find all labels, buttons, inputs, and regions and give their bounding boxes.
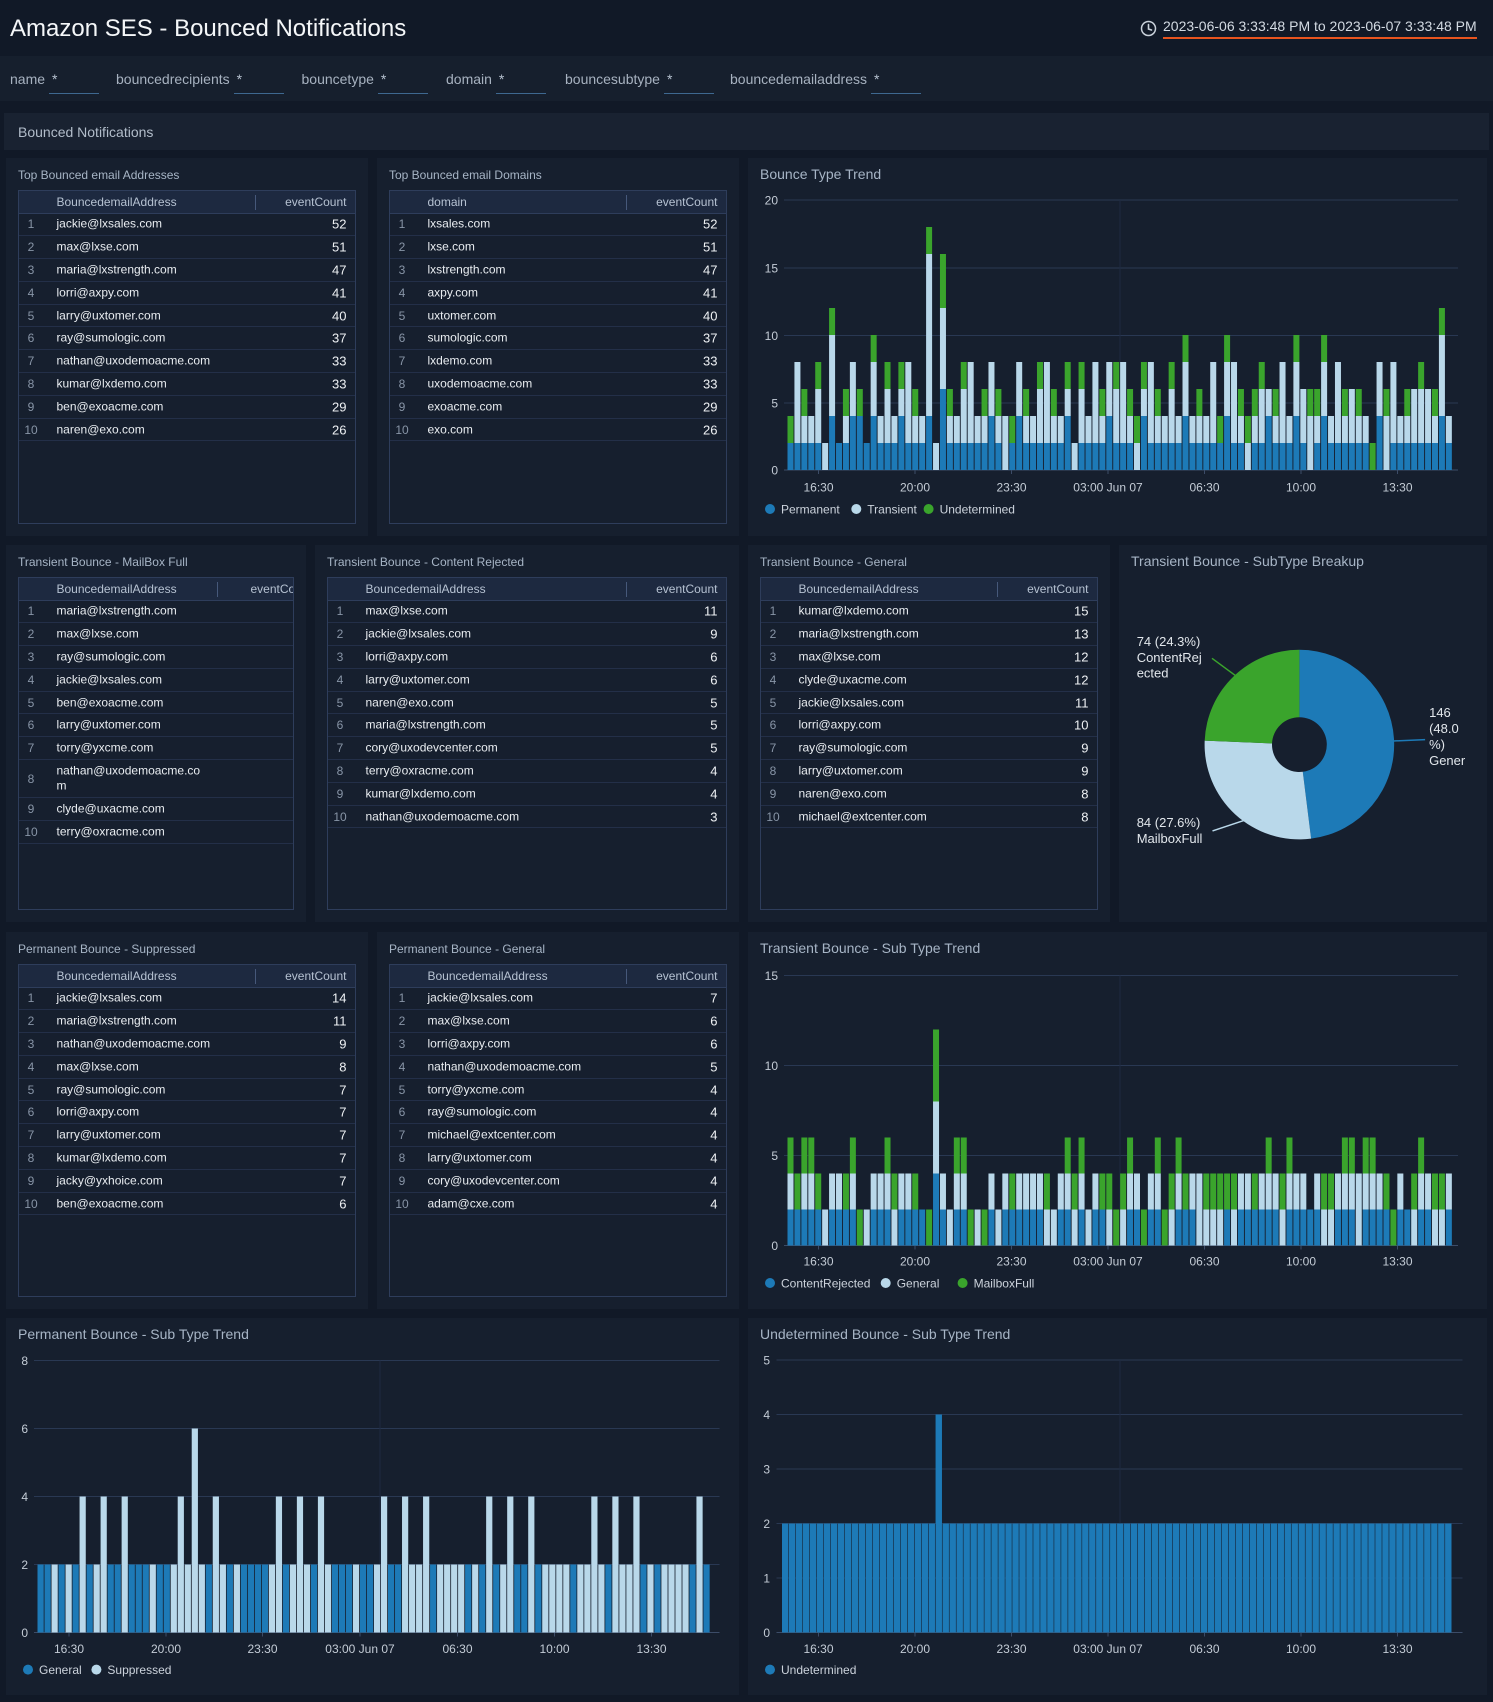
svg-text:15: 15 [765,262,779,276]
svg-text:Permanent: Permanent [781,503,840,517]
svg-text:20: 20 [765,194,779,208]
svg-text:15: 15 [765,969,779,983]
svg-text:03:00 Jun 07: 03:00 Jun 07 [1073,481,1143,495]
svg-text:MailboxFull: MailboxFull [1137,831,1203,846]
svg-text:74 (24.3%): 74 (24.3%) [1137,634,1201,649]
svg-text:10: 10 [765,1059,779,1073]
svg-text:General: General [897,1277,940,1291]
svg-text:13:30: 13:30 [1382,481,1412,495]
svg-text:16:30: 16:30 [803,481,833,495]
svg-text:2: 2 [21,1558,28,1572]
svg-text:06:30: 06:30 [1189,481,1219,495]
svg-text:2: 2 [763,1517,770,1531]
svg-text:20:00: 20:00 [900,481,930,495]
svg-text:23:30: 23:30 [996,481,1026,495]
svg-text:ected: ected [1137,666,1169,681]
svg-text:10:00: 10:00 [1286,1255,1316,1269]
svg-text:16:30: 16:30 [803,1255,833,1269]
svg-text:03:00 Jun 07: 03:00 Jun 07 [325,1642,395,1656]
svg-text:20:00: 20:00 [900,1255,930,1269]
svg-text:03:00 Jun 07: 03:00 Jun 07 [1073,1642,1143,1656]
svg-text:5: 5 [763,1354,770,1368]
svg-text:23:30: 23:30 [996,1642,1026,1656]
svg-text:4: 4 [21,1490,28,1504]
svg-text:23:30: 23:30 [247,1642,277,1656]
svg-text:Gener: Gener [1429,753,1466,768]
svg-text:06:30: 06:30 [1189,1255,1219,1269]
svg-text:0: 0 [763,1626,770,1640]
svg-text:20:00: 20:00 [151,1642,181,1656]
svg-text:MailboxFull: MailboxFull [974,1277,1035,1291]
svg-text:10:00: 10:00 [1286,1642,1316,1656]
svg-text:0: 0 [21,1626,28,1640]
svg-text:23:30: 23:30 [996,1255,1026,1269]
svg-text:General: General [39,1663,82,1677]
svg-text:Undetermined: Undetermined [781,1663,856,1677]
svg-text:1: 1 [763,1572,770,1586]
svg-text:146: 146 [1429,705,1451,720]
svg-text:Suppressed: Suppressed [107,1663,171,1677]
svg-text:4: 4 [763,1408,770,1422]
svg-text:8: 8 [21,1354,28,1368]
svg-text:0: 0 [771,1239,778,1253]
svg-text:13:30: 13:30 [1382,1255,1412,1269]
svg-text:13:30: 13:30 [636,1642,666,1656]
svg-text:3: 3 [763,1463,770,1477]
svg-text:10:00: 10:00 [539,1642,569,1656]
svg-text:5: 5 [771,1149,778,1163]
svg-text:Transient: Transient [867,503,917,517]
svg-text:20:00: 20:00 [900,1642,930,1656]
svg-text:10: 10 [765,329,779,343]
svg-text:ContentRej: ContentRej [1137,650,1202,665]
svg-text:Undetermined: Undetermined [940,503,1015,517]
svg-text:16:30: 16:30 [803,1642,833,1656]
svg-text:03:00 Jun 07: 03:00 Jun 07 [1073,1255,1143,1269]
svg-text:06:30: 06:30 [442,1642,472,1656]
svg-text:10:00: 10:00 [1286,481,1316,495]
svg-text:ContentRejected: ContentRejected [781,1277,870,1291]
svg-text:13:30: 13:30 [1382,1642,1412,1656]
svg-text:16:30: 16:30 [54,1642,84,1656]
svg-text:%): %) [1429,737,1445,752]
svg-text:84 (27.6%): 84 (27.6%) [1137,815,1201,830]
svg-text:0: 0 [771,464,778,478]
svg-text:(48.0: (48.0 [1429,721,1459,736]
svg-text:06:30: 06:30 [1189,1642,1219,1656]
svg-text:6: 6 [21,1422,28,1436]
svg-text:5: 5 [771,397,778,411]
